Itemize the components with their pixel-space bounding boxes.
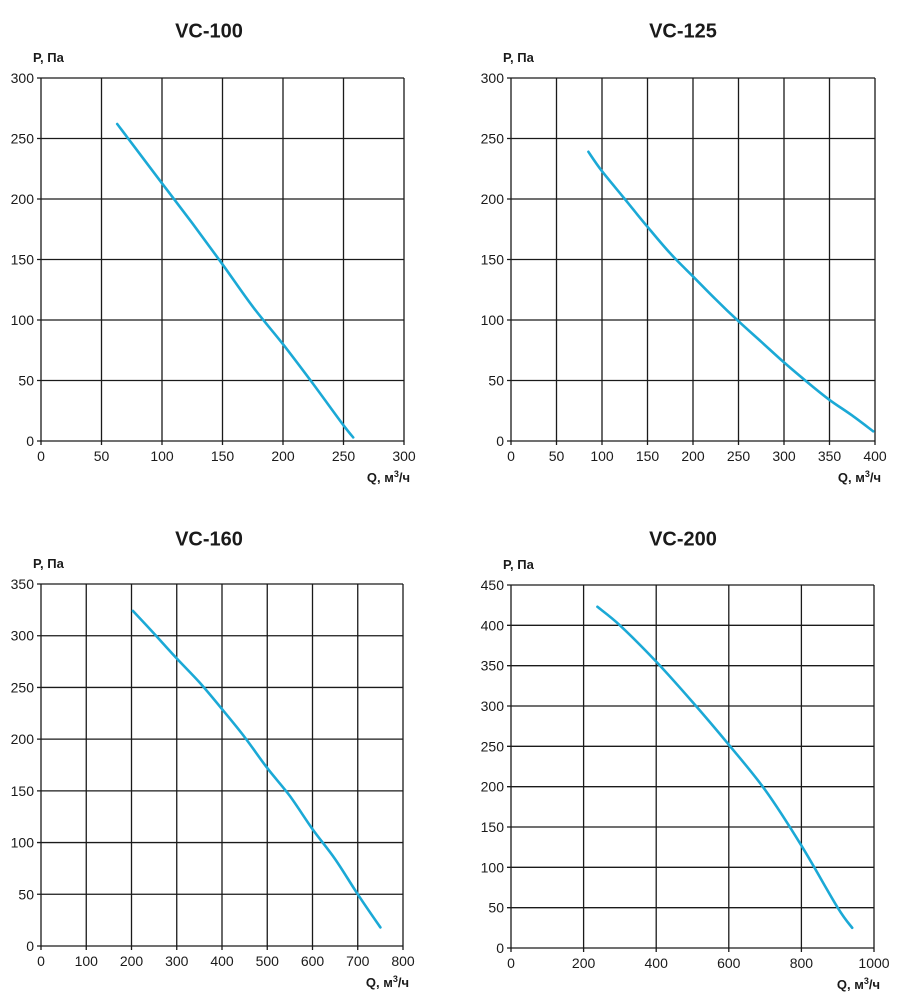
- performance-curve: [596, 605, 854, 930]
- x-tick-label: 100: [150, 448, 174, 464]
- x-tick-label: 150: [211, 448, 235, 464]
- x-tick-label: 300: [392, 448, 416, 464]
- tick-labels: 0 200 400 600 800 1000 0 50 100 150 200 250 300 350 40…: [481, 577, 890, 971]
- y-tick-label: 0: [496, 940, 504, 956]
- y-tick-label: 50: [488, 373, 504, 389]
- x-tick-label: 800: [391, 953, 415, 969]
- tick-labels: 0 100 200 300 400 500 600 700 800 0 50 100 150 200 250…: [11, 576, 415, 969]
- y-tick-label: 150: [481, 252, 505, 268]
- chart-title: VC-200: [649, 529, 717, 551]
- grid-lines: [37, 583, 404, 950]
- x-tick-label: 200: [271, 448, 295, 464]
- y-tick-label: 350: [481, 658, 505, 674]
- y-tick-label: 100: [11, 312, 35, 328]
- y-tick-label: 200: [481, 191, 505, 207]
- y-tick-label: 50: [488, 900, 504, 916]
- y-axis-label: P, Па: [503, 557, 535, 572]
- y-tick-label: 300: [11, 628, 35, 644]
- y-tick-label: 150: [481, 819, 505, 835]
- x-tick-label: 250: [332, 448, 356, 464]
- grid-lines: [507, 584, 875, 952]
- y-tick-label: 250: [481, 131, 505, 147]
- y-tick-label: 250: [11, 679, 35, 695]
- x-tick-label: 0: [507, 448, 515, 464]
- x-tick-label: 50: [549, 448, 565, 464]
- y-tick-label: 0: [26, 433, 34, 449]
- x-tick-label: 50: [94, 448, 110, 464]
- x-tick-label: 400: [645, 955, 669, 971]
- x-tick-label: 600: [717, 955, 741, 971]
- y-axis-label: P, Па: [33, 556, 65, 571]
- x-tick-label: 100: [590, 448, 614, 464]
- x-tick-label: 0: [37, 953, 45, 969]
- y-tick-label: 100: [481, 312, 505, 328]
- y-tick-label: 300: [481, 698, 505, 714]
- x-tick-label: 200: [572, 955, 596, 971]
- performance-curve: [587, 150, 875, 433]
- x-tick-label: 0: [507, 955, 515, 971]
- x-tick-label: 600: [301, 953, 325, 969]
- y-tick-label: 150: [11, 252, 35, 268]
- x-axis-label: Q, м3/ч: [366, 974, 409, 990]
- y-tick-label: 300: [11, 70, 35, 86]
- grid-lines: [507, 77, 876, 445]
- y-tick-label: 300: [481, 70, 505, 86]
- x-tick-label: 1000: [858, 955, 889, 971]
- x-tick-label: 250: [727, 448, 751, 464]
- x-tick-label: 300: [772, 448, 796, 464]
- x-axis-label: Q, м3/ч: [838, 469, 881, 485]
- y-tick-label: 250: [11, 131, 35, 147]
- performance-curve: [131, 609, 382, 929]
- y-tick-label: 400: [481, 617, 505, 633]
- y-tick-label: 350: [11, 576, 35, 592]
- y-tick-label: 0: [26, 938, 34, 954]
- y-tick-label: 0: [496, 433, 504, 449]
- y-tick-label: 100: [11, 835, 35, 851]
- x-tick-label: 200: [681, 448, 705, 464]
- x-tick-label: 400: [863, 448, 887, 464]
- x-tick-label: 800: [790, 955, 814, 971]
- x-axis-label: Q, м3/ч: [837, 976, 880, 992]
- x-tick-label: 150: [636, 448, 660, 464]
- chart-title: VC-125: [649, 21, 717, 43]
- x-tick-label: 400: [210, 953, 234, 969]
- y-tick-label: 150: [11, 783, 35, 799]
- y-tick-label: 450: [481, 577, 505, 593]
- y-tick-label: 250: [481, 738, 505, 754]
- x-tick-label: 0: [37, 448, 45, 464]
- x-tick-label: 200: [120, 953, 144, 969]
- x-tick-label: 500: [256, 953, 280, 969]
- y-tick-label: 200: [11, 191, 35, 207]
- y-axis-label: P, Па: [503, 50, 535, 65]
- x-tick-label: 300: [165, 953, 189, 969]
- y-tick-label: 200: [481, 779, 505, 795]
- y-tick-label: 50: [18, 886, 34, 902]
- x-tick-label: 350: [818, 448, 842, 464]
- y-tick-label: 50: [18, 373, 34, 389]
- chart-title: VC-160: [175, 529, 243, 551]
- tick-labels: 0 50 100 150 200 250 300 350 400 0 50 100 150 200 250 3…: [481, 70, 887, 464]
- y-tick-label: 100: [481, 859, 505, 875]
- x-tick-label: 100: [75, 953, 99, 969]
- y-tick-label: 200: [11, 731, 35, 747]
- x-tick-label: 700: [346, 953, 370, 969]
- tick-labels: 0 50 100 150 200 250 300 0 50 100 150 200 250 300: [11, 70, 416, 464]
- y-axis-label: P, Па: [33, 50, 65, 65]
- x-axis-label: Q, м3/ч: [367, 469, 410, 485]
- chart-title: VC-100: [175, 21, 243, 43]
- performance-curve: [115, 122, 355, 439]
